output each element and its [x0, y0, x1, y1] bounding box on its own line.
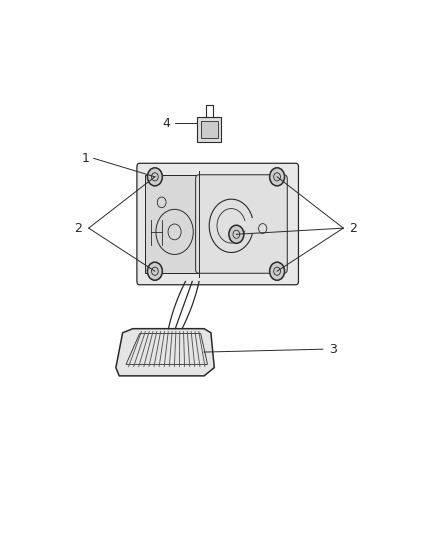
Text: 1: 1 — [81, 152, 89, 165]
Circle shape — [148, 168, 162, 186]
Circle shape — [270, 168, 285, 186]
Polygon shape — [116, 329, 214, 376]
FancyBboxPatch shape — [137, 163, 298, 285]
FancyBboxPatch shape — [196, 175, 287, 273]
FancyBboxPatch shape — [197, 117, 221, 142]
Text: 2: 2 — [74, 222, 82, 235]
Circle shape — [229, 225, 244, 243]
Text: 4: 4 — [163, 117, 171, 130]
Text: 2: 2 — [350, 222, 357, 235]
FancyBboxPatch shape — [201, 122, 218, 138]
Circle shape — [270, 262, 285, 280]
Text: 3: 3 — [329, 343, 337, 356]
Circle shape — [148, 262, 162, 280]
FancyBboxPatch shape — [145, 175, 199, 273]
